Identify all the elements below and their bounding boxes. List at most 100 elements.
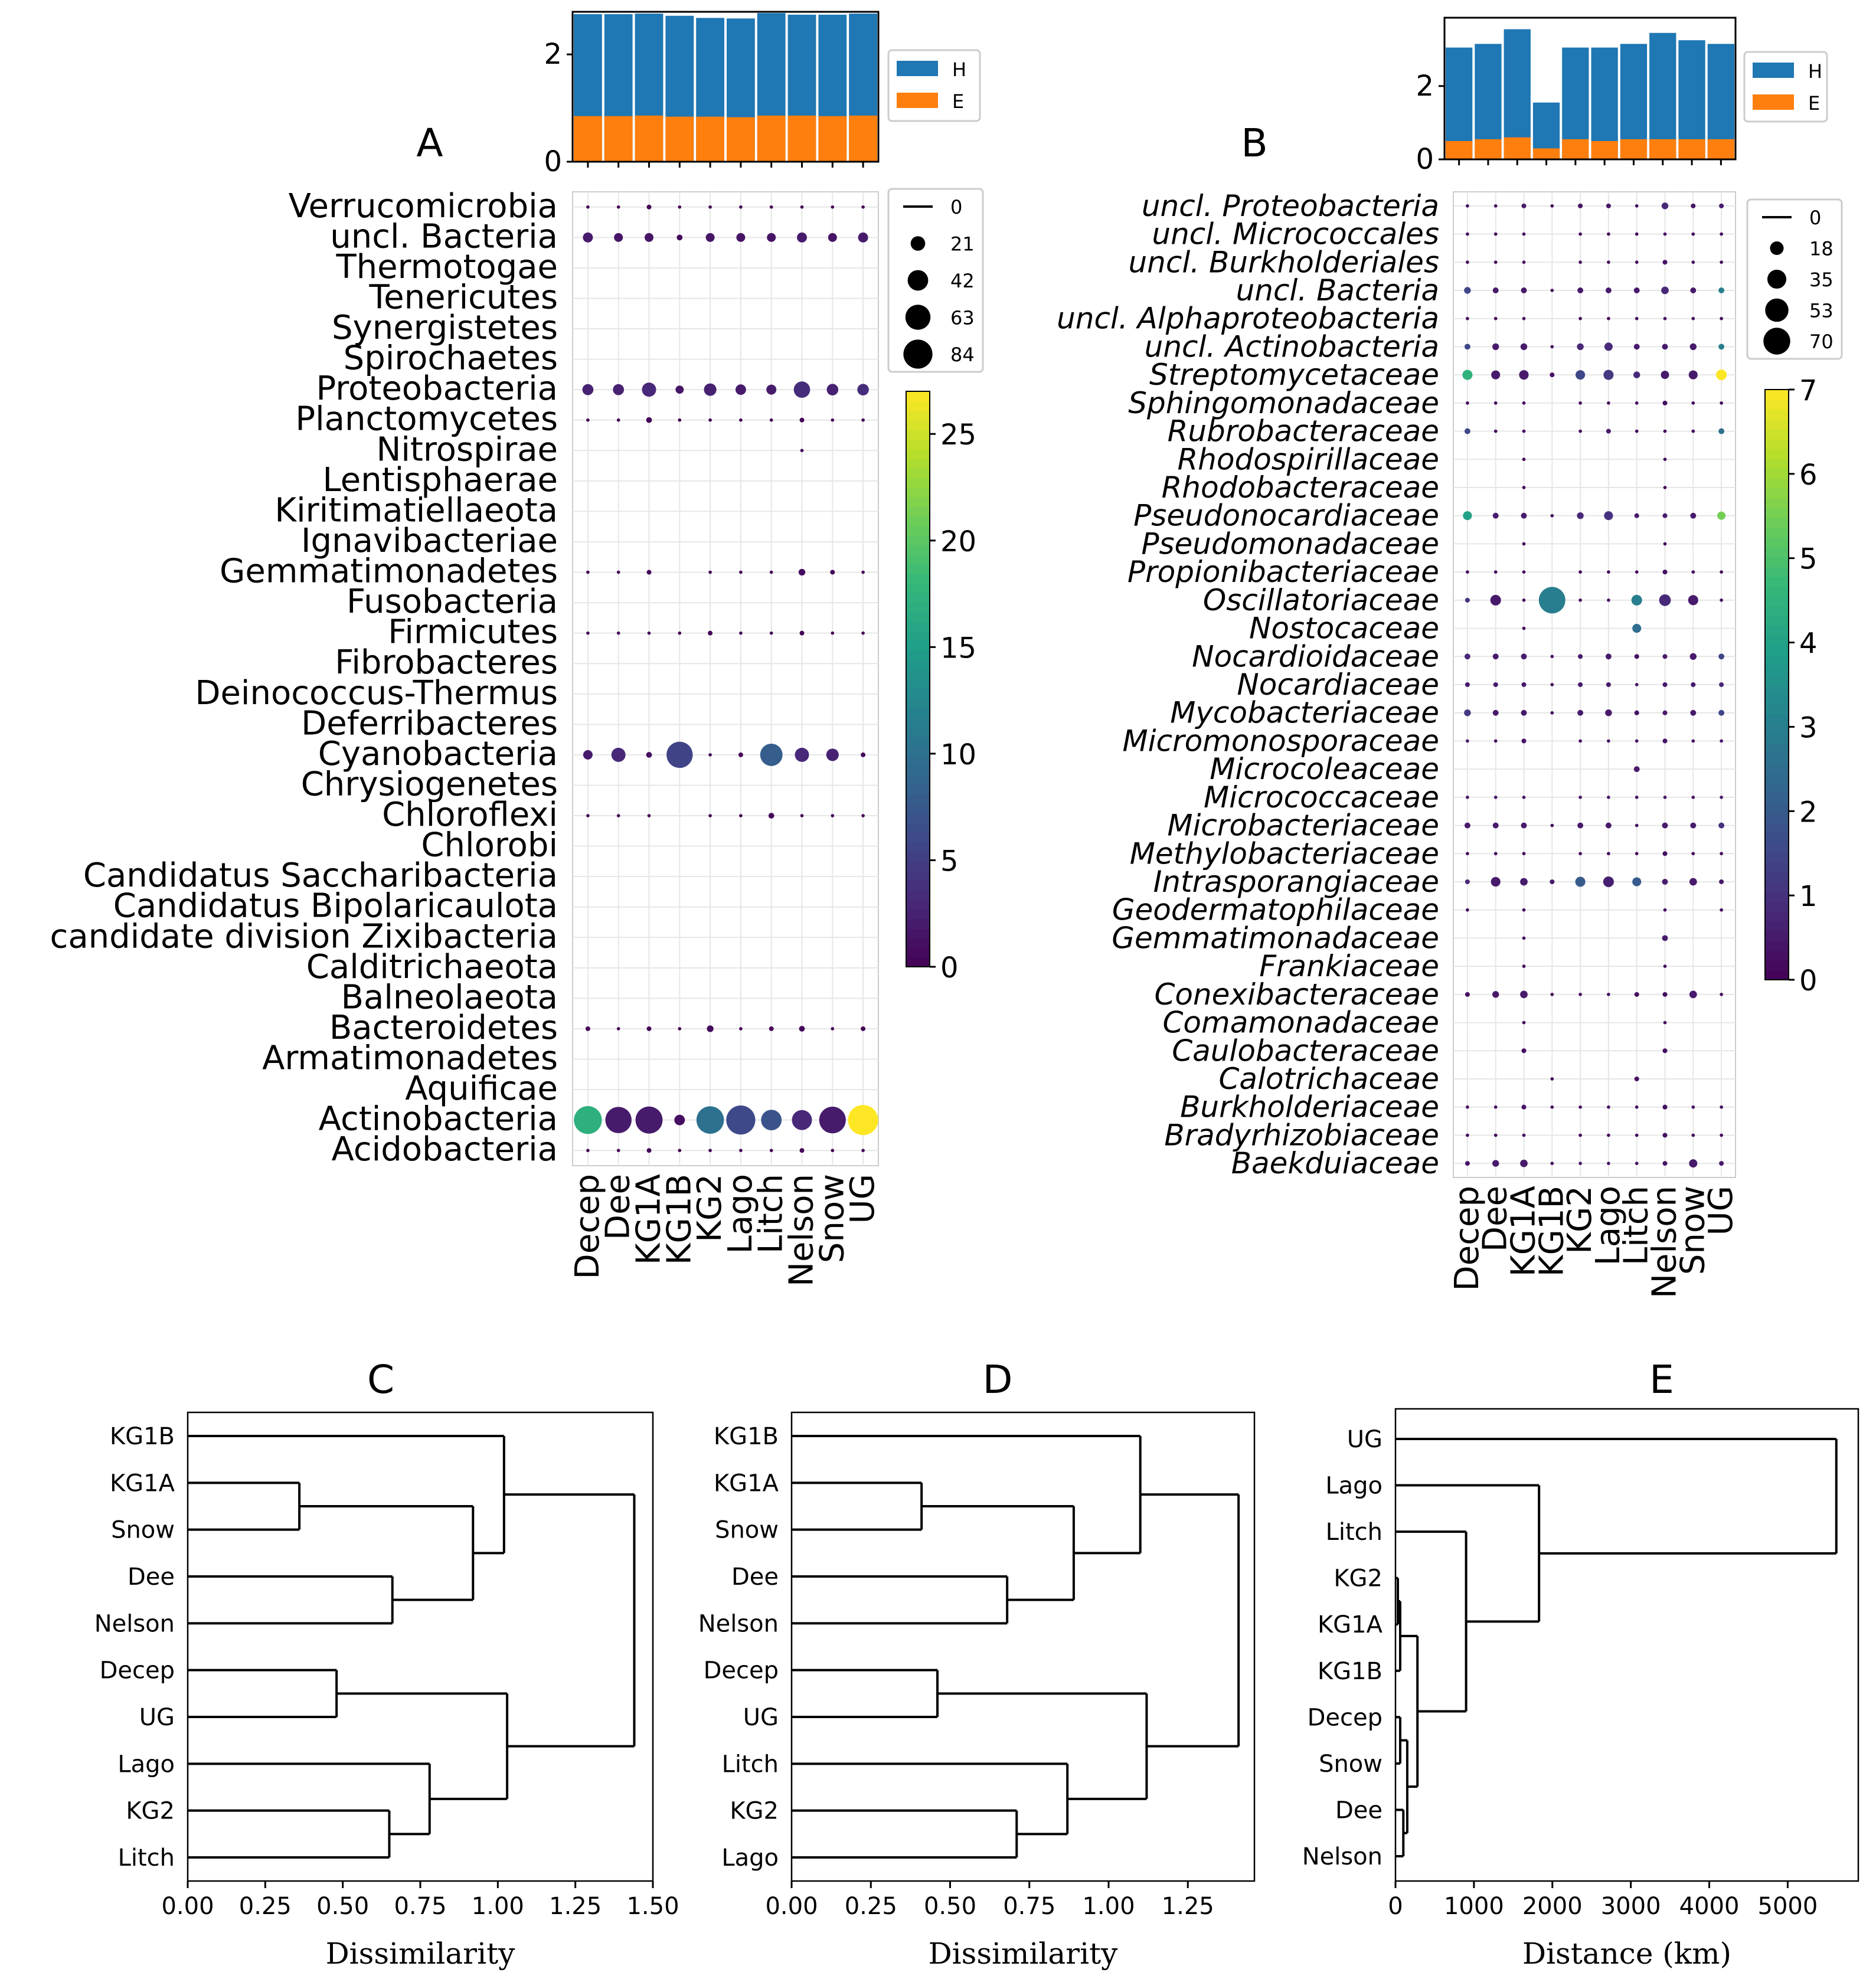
bubble-uncl-actinobacteria-decep bbox=[1464, 344, 1470, 350]
colorbar-segment bbox=[906, 938, 930, 948]
colorbar-tick-label: 6 bbox=[1799, 459, 1818, 492]
bubble-sphingomonadaceae-nelson bbox=[1662, 400, 1668, 405]
bubble-nocardioidaceae-lago bbox=[1605, 653, 1612, 660]
ytick-label-candidatus-saccharibacteria: Candidatus Saccharibacteria bbox=[83, 856, 558, 895]
ytick-label-uncl-alphaproteobacteria: uncl. Alphaproteobacteria bbox=[1057, 302, 1439, 336]
bubble-bacteroidetes-dee bbox=[616, 1027, 620, 1031]
bubble-uncl-micrococcales-nelson bbox=[1663, 232, 1667, 236]
bubble-uncl-bacteria-kg2 bbox=[705, 233, 715, 242]
ytick-label-pseudonocardiaceae: Pseudonocardiaceae bbox=[1133, 499, 1439, 533]
colorbar-segment bbox=[906, 621, 930, 632]
bubble-micromonosporaceae-snow bbox=[1691, 739, 1695, 743]
leaf-label-snow: Snow bbox=[715, 1517, 779, 1544]
bubble-uncl-burkholderiales-nelson bbox=[1662, 260, 1668, 265]
bubble-nocardiaceae-dee bbox=[1493, 682, 1498, 688]
bubble-chloroflexi-kg1a bbox=[647, 814, 651, 817]
bar-e-kg1b bbox=[665, 116, 694, 162]
bubble-verrucomicrobia-kg1a bbox=[646, 204, 652, 210]
bubble-verrucomicrobia-dee bbox=[616, 205, 620, 209]
bubble-acidobacteria-nelson bbox=[799, 1148, 805, 1153]
bubble-intrasporangiaceae-kg2 bbox=[1575, 876, 1586, 887]
leaf-label-lago: Lago bbox=[721, 1844, 779, 1872]
colorbar-segment bbox=[1765, 901, 1789, 912]
colorbar-segment bbox=[906, 765, 930, 776]
bubble-uncl-alphaproteobacteria-decep bbox=[1466, 316, 1469, 320]
bubble-micrococcaceae-nelson bbox=[1663, 796, 1667, 799]
colorbar-segment bbox=[1765, 675, 1789, 685]
xtick-label-litch: Litch bbox=[752, 1174, 790, 1254]
bubble-uncl-burkholderiales-kg2 bbox=[1578, 260, 1582, 264]
bubble-micrococcaceae-decep bbox=[1466, 796, 1469, 799]
colorbar-frame bbox=[1764, 389, 1789, 980]
legend-label-h: H bbox=[1808, 60, 1822, 83]
panel-c: C KG1B KG1A Snow Dee Nelson Decep UG Lago KG2 Litc… bbox=[94, 1357, 679, 1971]
bubble-bradyrhizobiaceae-kg1a bbox=[1522, 1133, 1526, 1137]
bubble-burkholderiaceae-snow bbox=[1691, 1105, 1695, 1109]
bubble-bacteroidetes-lago bbox=[739, 1027, 743, 1031]
colorbar-segment bbox=[1765, 940, 1789, 951]
bubble-burkholderiaceae-decep bbox=[1466, 1105, 1469, 1109]
bubble-nitrospirae-nelson bbox=[800, 449, 804, 453]
xtick-label: 1.00 bbox=[472, 1893, 524, 1920]
colorbar-segment bbox=[1765, 773, 1789, 784]
xtick-label: 0.75 bbox=[1003, 1893, 1055, 1920]
bar-h-decep bbox=[1446, 47, 1473, 159]
colorbar-segment bbox=[1765, 576, 1789, 587]
ytick-label-spirochaetes: Spirochaetes bbox=[344, 339, 558, 378]
bubble-uncl-alphaproteobacteria-lago bbox=[1607, 316, 1610, 320]
leaf-label-kg1b: KG1B bbox=[110, 1423, 175, 1450]
bubble-planctomycetes-lago bbox=[739, 418, 743, 422]
ytick-label-oscillatoriaceae: Oscillatoriaceae bbox=[1203, 583, 1439, 617]
bubble-firmicutes-litch bbox=[769, 631, 773, 635]
bubble-uncl-proteobacteria-lago bbox=[1606, 203, 1611, 208]
xtick-label-kg2: KG2 bbox=[691, 1174, 729, 1242]
bubble-sphingomonadaceae-decep bbox=[1466, 401, 1469, 405]
ytick-label-mycobacteriaceae: Mycobacteriaceae bbox=[1170, 696, 1439, 730]
bubble-uncl-bacteria-litch bbox=[767, 233, 776, 242]
bubble-uncl-bacteria-nelson bbox=[1661, 286, 1669, 295]
leaf-label-litch: Litch bbox=[722, 1751, 779, 1778]
bubble-verrucomicrobia-nelson bbox=[800, 205, 804, 209]
xtick-label-kg1b: KG1B bbox=[1532, 1186, 1571, 1277]
bubble-nocardioidaceae-nelson bbox=[1662, 654, 1668, 659]
bubble-uncl-actinobacteria-ug bbox=[1718, 344, 1725, 350]
bubble-chloroflexi-snow bbox=[831, 814, 835, 817]
bubble-propionibacteriaceae-nelson bbox=[1662, 570, 1668, 575]
colorbar-segment bbox=[1765, 763, 1789, 774]
bubble-nocardiaceae-kg1b bbox=[1550, 683, 1554, 686]
xtick-label: 1.25 bbox=[1162, 1893, 1214, 1920]
bubble-propionibacteriaceae-litch bbox=[1635, 570, 1639, 574]
ytick-label-uncl-burkholderiales: uncl. Burkholderiales bbox=[1128, 245, 1439, 279]
bubble-baekduiaceae-lago bbox=[1607, 1162, 1610, 1165]
bar-e-ug bbox=[849, 115, 877, 162]
xtick-label: 0.75 bbox=[394, 1893, 446, 1920]
bubble-sphingomonadaceae-litch bbox=[1635, 401, 1639, 405]
bubble-nocardiaceae-kg2 bbox=[1578, 682, 1583, 688]
bubble-sphingomonadaceae-kg2 bbox=[1578, 401, 1582, 405]
ytick-label-nocardioidaceae: Nocardioidaceae bbox=[1192, 639, 1439, 673]
colorbar-segment bbox=[1765, 950, 1789, 961]
colorbar-segment bbox=[906, 631, 930, 642]
bubble-microbacteriaceae-kg1b bbox=[1550, 823, 1554, 827]
bubble-firmicutes-ug bbox=[861, 631, 865, 635]
bubble-burkholderiaceae-dee bbox=[1493, 1105, 1498, 1109]
bubble-rubrobacteraceae-snow bbox=[1691, 429, 1695, 433]
bubble-uncl-proteobacteria-kg1a bbox=[1521, 203, 1527, 208]
bubble-actinobacteria-kg1a bbox=[635, 1106, 663, 1134]
bubble-bacteroidetes-nelson bbox=[799, 1026, 805, 1032]
bubble-oscillatoriaceae-decep bbox=[1465, 597, 1470, 603]
bubble-propionibacteriaceae-snow bbox=[1691, 570, 1695, 574]
leaf-label-litch: Litch bbox=[118, 1844, 175, 1872]
panel-letter: E bbox=[1649, 1357, 1674, 1402]
ytick-label-actinobacteria: Actinobacteria bbox=[319, 1100, 558, 1139]
ytick-label-pseudomonadaceae: Pseudomonadaceae bbox=[1141, 526, 1439, 561]
bubble-uncl-actinobacteria-litch bbox=[1633, 344, 1640, 350]
bubble-rhodospirillaceae-nelson bbox=[1663, 457, 1667, 462]
bubble-uncl-proteobacteria-snow bbox=[1691, 203, 1696, 208]
bubble-uncl-bacteria-dee bbox=[614, 233, 623, 242]
ytick-label-frankiaceae: Frankiaceae bbox=[1259, 949, 1439, 983]
bubble-bradyrhizobiaceae-litch bbox=[1635, 1133, 1639, 1137]
bubble-gemmatimonadetes-snow bbox=[830, 570, 835, 575]
bubble-bacteroidetes-decep bbox=[585, 1026, 590, 1031]
bubble-micromonosporaceae-litch bbox=[1635, 739, 1639, 743]
